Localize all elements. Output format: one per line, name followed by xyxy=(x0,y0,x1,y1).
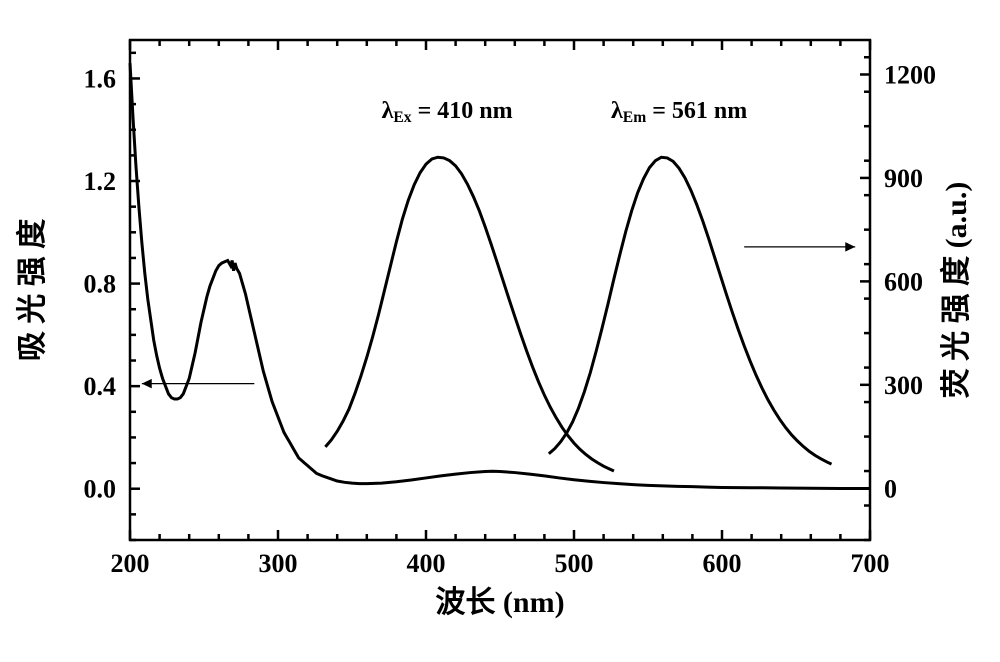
chart-svg: 200 300 400 500 600 700 0.0 0.4 0.8 1.2 1.6 0 300 600… xyxy=(0,0,1000,662)
svg-text:400: 400 xyxy=(407,549,446,578)
svg-text:700: 700 xyxy=(851,549,890,578)
svg-text:0.0: 0.0 xyxy=(84,475,117,504)
svg-text:0.4: 0.4 xyxy=(84,372,117,401)
svg-text:200: 200 xyxy=(111,549,150,578)
svg-text:0: 0 xyxy=(884,474,897,503)
svg-text:0.8: 0.8 xyxy=(84,270,117,299)
svg-text:600: 600 xyxy=(703,549,742,578)
svg-text:900: 900 xyxy=(884,164,923,193)
svg-text:荧 光 强 度 (a.u.): 荧 光 强 度 (a.u.) xyxy=(940,182,973,399)
svg-text:300: 300 xyxy=(884,371,923,400)
svg-text:500: 500 xyxy=(555,549,594,578)
svg-text:1200: 1200 xyxy=(884,60,936,89)
svg-text:波长 (nm): 波长 (nm) xyxy=(435,586,564,619)
svg-text:λEx = 410 nm: λEx = 410 nm xyxy=(382,98,513,126)
svg-text:600: 600 xyxy=(884,267,923,296)
svg-text:300: 300 xyxy=(259,549,298,578)
svg-text:1.2: 1.2 xyxy=(84,167,117,196)
svg-text:λEm = 561 nm: λEm = 561 nm xyxy=(611,98,747,126)
spectral-chart: 200 300 400 500 600 700 0.0 0.4 0.8 1.2 1.6 0 300 600… xyxy=(0,0,1000,662)
svg-text:吸 光 强 度: 吸 光 强 度 xyxy=(16,219,49,362)
svg-text:1.6: 1.6 xyxy=(84,64,117,93)
